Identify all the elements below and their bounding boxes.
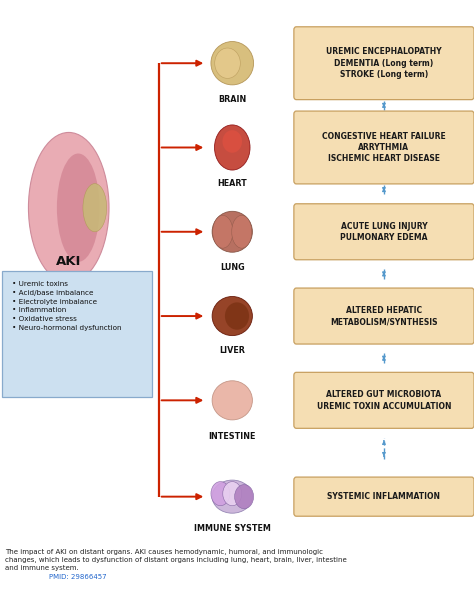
Ellipse shape — [211, 42, 254, 85]
FancyBboxPatch shape — [2, 271, 152, 397]
Text: UREMIC ENCEPHALOPATHY
DEMENTIA (Long term)
STROKE (Long term): UREMIC ENCEPHALOPATHY DEMENTIA (Long ter… — [326, 48, 442, 79]
Ellipse shape — [232, 216, 252, 248]
Text: CONGESTIVE HEART FAILURE
ARRYTHMIA
ISCHEMIC HEART DISEASE: CONGESTIVE HEART FAILURE ARRYTHMIA ISCHE… — [322, 132, 446, 163]
Ellipse shape — [57, 154, 100, 262]
Ellipse shape — [28, 132, 109, 283]
Text: BRAIN: BRAIN — [218, 95, 246, 104]
Text: LUNG: LUNG — [220, 263, 245, 272]
Text: ALTERED HEPATIC
METABOLISM/SYNTHESIS: ALTERED HEPATIC METABOLISM/SYNTHESIS — [330, 306, 438, 326]
Ellipse shape — [83, 184, 107, 232]
Ellipse shape — [212, 211, 252, 252]
Text: PMID: 29866457: PMID: 29866457 — [49, 574, 107, 580]
Text: SYSTEMIC INFLAMMATION: SYSTEMIC INFLAMMATION — [328, 492, 440, 501]
FancyBboxPatch shape — [294, 203, 474, 260]
Ellipse shape — [214, 125, 250, 170]
Text: ALTERED GUT MICROBIOTA
UREMIC TOXIN ACCUMULATION: ALTERED GUT MICROBIOTA UREMIC TOXIN ACCU… — [317, 390, 451, 411]
Text: • Uremic toxins
• Acid/base imbalance
• Electrolyte imbalance
• Inflammation
• O: • Uremic toxins • Acid/base imbalance • … — [12, 281, 121, 331]
Ellipse shape — [222, 130, 242, 153]
FancyBboxPatch shape — [294, 372, 474, 429]
FancyBboxPatch shape — [294, 477, 474, 517]
Text: The impact of AKI on distant organs. AKI causes hemodynamic, humoral, and immuno: The impact of AKI on distant organs. AKI… — [5, 549, 346, 571]
Ellipse shape — [225, 302, 249, 330]
Text: HEART: HEART — [218, 179, 247, 188]
Ellipse shape — [212, 480, 252, 513]
Text: ACUTE LUNG INJURY
PULMONARY EDEMA: ACUTE LUNG INJURY PULMONARY EDEMA — [340, 222, 428, 242]
Text: AKI: AKI — [56, 255, 82, 268]
Ellipse shape — [212, 380, 252, 420]
Text: INTESTINE: INTESTINE — [209, 432, 256, 441]
FancyBboxPatch shape — [294, 288, 474, 344]
Text: IMMUNE SYSTEM: IMMUNE SYSTEM — [194, 524, 271, 533]
Ellipse shape — [211, 482, 230, 506]
Text: LIVER: LIVER — [219, 346, 245, 355]
Ellipse shape — [213, 216, 233, 248]
FancyBboxPatch shape — [294, 111, 474, 184]
Ellipse shape — [223, 482, 242, 506]
FancyBboxPatch shape — [294, 26, 474, 99]
Ellipse shape — [215, 48, 240, 78]
Ellipse shape — [235, 485, 254, 509]
Ellipse shape — [212, 297, 252, 336]
